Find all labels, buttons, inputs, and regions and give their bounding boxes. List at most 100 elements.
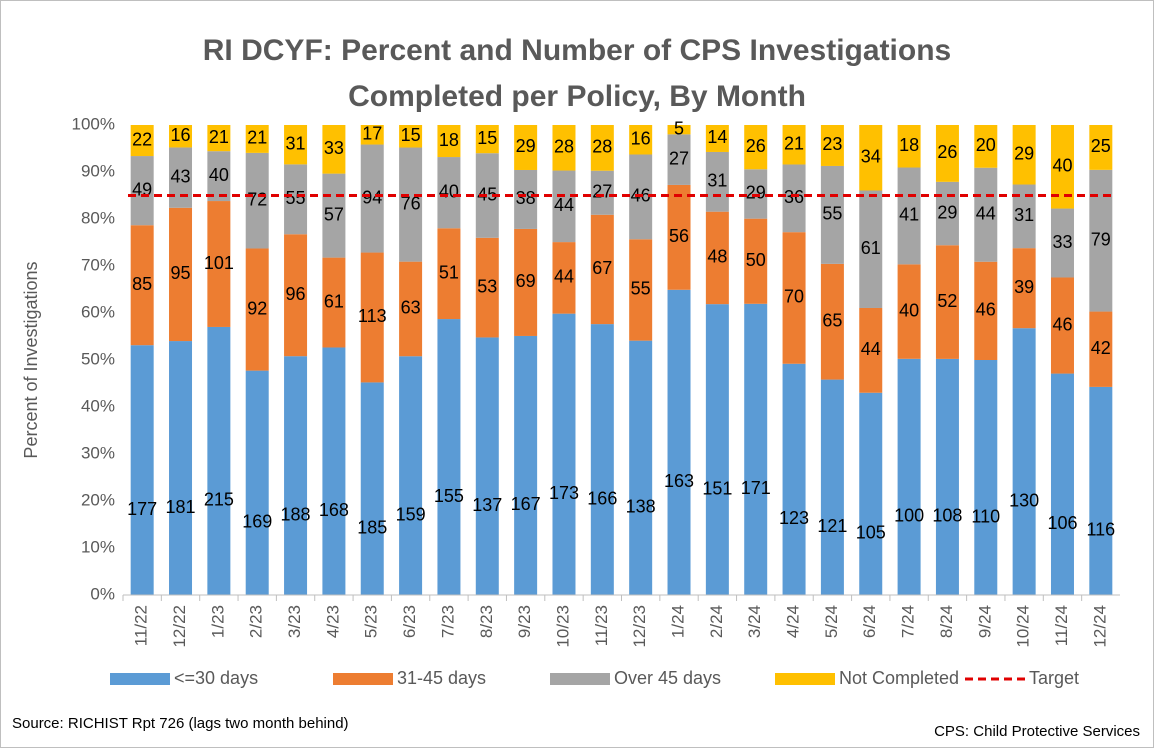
bar-segment [859, 125, 883, 191]
data-label: 72 [247, 189, 267, 209]
y-tick-label: 70% [81, 255, 115, 274]
data-label: 18 [899, 135, 919, 155]
legend-label: Target [1029, 668, 1079, 688]
bar-segment [514, 169, 538, 229]
data-label: 48 [707, 247, 727, 267]
legend-label: Over 45 days [614, 668, 721, 688]
chart-title: RI DCYF: Percent and Number of CPS Inves… [203, 34, 951, 67]
data-label: 56 [669, 226, 689, 246]
x-tick-label: 8/23 [477, 605, 496, 638]
data-label: 43 [171, 166, 191, 186]
x-tick-label: 2/24 [707, 605, 726, 638]
data-label: 40 [439, 181, 459, 201]
bar-segment [322, 257, 346, 348]
data-label: 113 [358, 306, 387, 326]
x-tick-label: 12/22 [170, 605, 189, 648]
data-label: 94 [362, 187, 382, 207]
x-tick-label: 3/23 [285, 605, 304, 638]
data-label: 185 [357, 517, 387, 537]
footnote: CPS: Child Protective Services [934, 723, 1140, 740]
x-tick-label: 2/23 [247, 605, 266, 638]
y-tick-label: 60% [81, 302, 115, 321]
bar-segment [1012, 248, 1036, 329]
data-label: 137 [472, 495, 502, 515]
bar-segment [399, 147, 423, 262]
data-label: 173 [549, 483, 579, 503]
data-label: 44 [554, 195, 574, 215]
bar-segment [245, 152, 269, 249]
bar-segment [782, 164, 806, 233]
legend-swatch [550, 673, 610, 685]
data-label: 105 [856, 523, 886, 543]
data-label: 110 [971, 506, 1000, 526]
data-label: 51 [439, 262, 459, 282]
bar-segment [590, 170, 614, 215]
data-label: 16 [631, 128, 651, 148]
bar-segment [360, 382, 384, 595]
data-label: 15 [401, 125, 421, 145]
data-label: 29 [1014, 144, 1034, 164]
data-label: 70 [784, 287, 804, 307]
data-label: 181 [165, 497, 195, 517]
bar-segment [475, 125, 499, 154]
x-tick-label: 12/23 [630, 605, 649, 648]
data-label: 23 [822, 134, 842, 154]
bar-segment [629, 239, 653, 341]
bar-segment [859, 190, 883, 308]
y-tick-label: 50% [81, 349, 115, 368]
bar-segment [897, 125, 921, 168]
bar-segment [744, 125, 768, 170]
data-label: 169 [242, 512, 272, 532]
bar-segment [475, 337, 499, 595]
x-tick-label: 11/23 [592, 605, 611, 646]
bar-segment [629, 340, 653, 595]
data-label: 108 [932, 506, 962, 526]
y-axis-label: Percent of Investigations [21, 261, 41, 458]
data-label: 61 [324, 291, 344, 311]
data-label: 44 [554, 267, 574, 287]
data-label: 76 [401, 193, 421, 213]
data-label: 27 [592, 181, 612, 201]
bar-segment [820, 379, 844, 595]
y-tick-label: 0% [90, 584, 115, 603]
bar-segment [514, 125, 538, 170]
legend-label: 31-45 days [397, 668, 486, 688]
bar-segment [207, 201, 231, 327]
x-tick-label: 7/23 [438, 605, 457, 638]
x-tick-label: 10/23 [553, 605, 572, 648]
data-label: 138 [626, 497, 656, 517]
y-tick-label: 10% [81, 537, 115, 556]
data-label: 159 [396, 504, 426, 524]
y-tick-label: 90% [81, 161, 115, 180]
bar-segment [1089, 125, 1113, 170]
data-label: 151 [702, 478, 732, 498]
data-label: 34 [861, 146, 881, 166]
data-label: 29 [937, 202, 957, 222]
x-tick-label: 5/24 [822, 605, 841, 638]
data-label: 27 [669, 148, 689, 168]
bar-segment [667, 184, 691, 290]
legend-swatch [110, 673, 170, 685]
data-label: 79 [1091, 229, 1111, 249]
data-label: 46 [1052, 314, 1072, 334]
data-label: 123 [779, 508, 809, 528]
data-label: 21 [209, 127, 229, 147]
data-label: 55 [286, 188, 306, 208]
bar-segment [322, 125, 346, 174]
bar-segment [1089, 386, 1113, 595]
data-label: 50 [746, 250, 766, 270]
bar-segment [974, 125, 998, 168]
data-label: 16 [171, 125, 191, 145]
x-tick-label: 11/22 [132, 605, 151, 646]
bar-segment [705, 125, 729, 152]
data-label: 31 [286, 133, 306, 153]
data-label: 167 [511, 494, 541, 514]
data-label: 95 [171, 263, 191, 283]
data-label: 41 [899, 205, 919, 225]
data-label: 65 [822, 310, 842, 330]
x-tick-label: 3/24 [745, 605, 764, 638]
bar-segment [1012, 184, 1036, 249]
bar-segment [284, 356, 308, 595]
data-label: 155 [434, 486, 464, 506]
bar-segment [974, 261, 998, 360]
